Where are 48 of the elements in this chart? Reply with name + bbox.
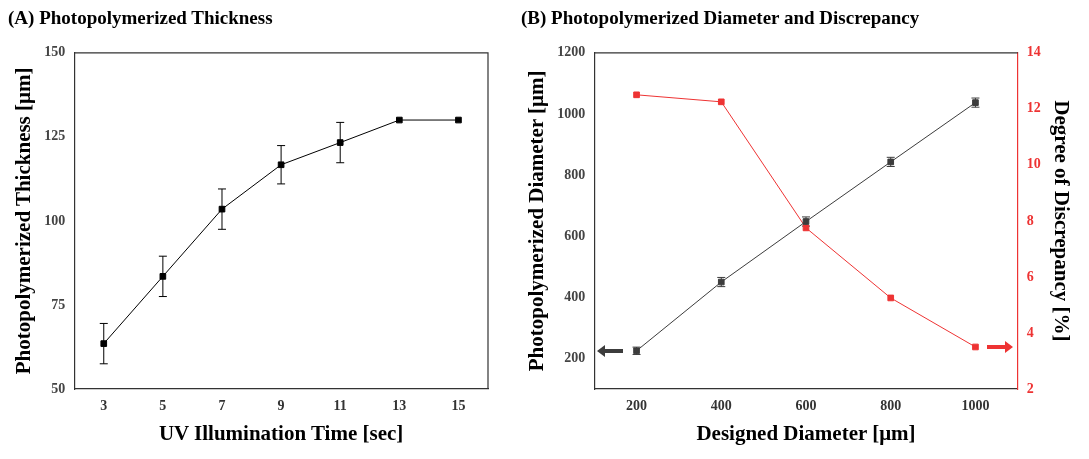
point xyxy=(972,343,979,351)
y-tick-label: 125 xyxy=(44,128,66,144)
y-tick-label: 100 xyxy=(44,212,66,228)
point xyxy=(218,205,226,213)
x-tick-label: 400 xyxy=(710,398,732,414)
x-tick-label: 13 xyxy=(392,398,407,414)
point xyxy=(633,91,640,99)
x-tick-label: 5 xyxy=(159,398,167,414)
y2-tick-label: 14 xyxy=(1026,44,1041,60)
point xyxy=(396,116,403,124)
point xyxy=(455,116,462,124)
y-tick-label: 200 xyxy=(564,350,586,366)
y2-tick-label: 8 xyxy=(1026,212,1034,228)
x-tick-label: 200 xyxy=(626,398,648,414)
x-tick-label: 600 xyxy=(795,398,817,414)
point xyxy=(887,294,895,302)
y-tick-label: 800 xyxy=(564,166,586,182)
x-tick-label: 15 xyxy=(451,398,466,414)
x-tick-label: 9 xyxy=(277,398,285,414)
y-tick-label: 600 xyxy=(564,227,586,243)
y-tick-label: 50 xyxy=(51,380,66,396)
point xyxy=(159,273,167,280)
chart-title: (A) Photopolymerized Thickness xyxy=(8,7,273,30)
y-tick-label: 400 xyxy=(564,288,586,304)
y2-tick-label: 10 xyxy=(1026,156,1041,172)
x-tick-label: 11 xyxy=(333,398,347,414)
point xyxy=(336,139,344,146)
x-axis-title: UV Illumination Time [sec] xyxy=(158,420,404,445)
y-tick-label: 1000 xyxy=(557,105,586,121)
y2-tick-label: 2 xyxy=(1026,380,1034,396)
x-tick-label: 7 xyxy=(218,398,226,414)
y2-tick-label: 6 xyxy=(1026,268,1034,284)
x-axis-title: Designed Diameter [μm] xyxy=(696,420,916,445)
point xyxy=(717,98,725,106)
point xyxy=(100,340,108,347)
y2-tick-label: 4 xyxy=(1026,324,1034,340)
y-tick-label: 150 xyxy=(44,44,66,60)
y2-axis-title: Degree of Discrepancy [%] xyxy=(1049,100,1074,342)
x-tick-label: 3 xyxy=(100,398,108,414)
x-tick-label: 800 xyxy=(880,398,902,414)
y-axis-title: Photopolymerized Thickness [μm] xyxy=(11,67,36,375)
y-axis-title: Photopolymerized Diameter [μm] xyxy=(524,70,549,372)
x-tick-label: 1000 xyxy=(961,398,990,414)
y-tick-label: 1200 xyxy=(557,44,586,60)
point xyxy=(277,161,285,169)
chart-title: (B) Photopolymerized Diameter and Discrepancy xyxy=(521,7,920,30)
y-tick-label: 75 xyxy=(51,296,66,312)
y2-tick-label: 12 xyxy=(1026,100,1041,116)
